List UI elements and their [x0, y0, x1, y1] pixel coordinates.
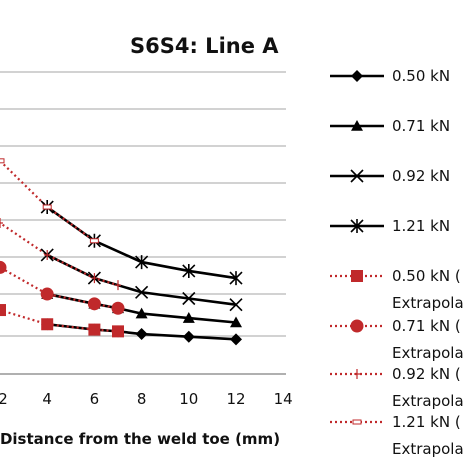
series-point-2: [182, 291, 196, 306]
series-point-6: [91, 273, 98, 284]
legend-label-continued: Extrapola: [392, 294, 464, 312]
x-tick-label: 4: [42, 390, 52, 408]
x-tick-label: 2: [0, 390, 8, 408]
x-tick-label: 12: [226, 390, 245, 408]
legend-item-7: 1.21 kN ( Extrapola: [330, 413, 464, 458]
legend-marker: [350, 319, 364, 333]
series-line-0: [47, 322, 237, 341]
x-axis-label: Distance from the weld toe (mm): [0, 430, 280, 448]
legend-label: 1.21 kN: [392, 217, 450, 235]
series-point-5: [111, 301, 125, 315]
legend-item-6: 0.92 kN ( Extrapola: [330, 365, 464, 410]
series-point-5: [87, 297, 101, 311]
series-point-2: [229, 298, 243, 312]
series-point-6: [0, 218, 3, 228]
series-markers: [0, 158, 243, 346]
legend-item-2: 0.92 kN: [330, 167, 450, 185]
x-tick-label: 8: [137, 390, 147, 408]
series-point-4: [0, 304, 6, 317]
series-point-4: [41, 318, 54, 331]
legend-label-continued: Extrapola: [392, 392, 464, 410]
series-point-7: [42, 204, 52, 210]
series-point-3: [182, 263, 196, 278]
legend-marker: [350, 169, 364, 183]
series-point-0: [230, 333, 242, 346]
legend: 0.50 kN 0.71 kN 0.92 kN 1.21 kN 0.50 kN ( Ext…: [330, 67, 464, 458]
series-line-7: [0, 159, 96, 242]
legend-label-continued: Extrapola: [392, 440, 464, 458]
legend-item-0: 0.50 kN: [330, 67, 450, 85]
legend-label-continued: Extrapola: [392, 344, 464, 362]
series-point-4: [112, 325, 124, 338]
series-point-5: [40, 287, 54, 301]
series-point-5: [0, 260, 7, 274]
legend-label: 0.50 kN: [392, 67, 450, 85]
series-point-7: [89, 238, 99, 244]
series-line-6: [0, 221, 119, 287]
series-point-0: [135, 328, 148, 341]
series-point-7: [0, 158, 5, 164]
chart-title: S6S4: Line A: [130, 34, 279, 58]
legend-marker: [351, 120, 363, 131]
series-point-6: [115, 280, 121, 291]
x-axis-ticks: 2 4 6 8 10 12 14: [0, 390, 293, 408]
series-point-3: [135, 255, 149, 270]
series-point-6: [44, 249, 51, 260]
legend-label: 0.92 kN: [392, 167, 450, 185]
legend-label: 0.71 kN: [392, 117, 450, 135]
legend-label: 0.71 kN (: [392, 317, 461, 335]
series-point-4: [88, 323, 101, 336]
legend-marker: [350, 219, 364, 233]
legend-item-5: 0.71 kN ( Extrapola: [330, 317, 464, 362]
series-line-1: [46, 292, 237, 324]
legend-marker: [351, 70, 363, 82]
legend-marker: [351, 270, 363, 282]
series-point-3: [229, 271, 243, 286]
legend-item-3: 1.21 kN: [330, 217, 450, 235]
x-tick-label: 6: [90, 390, 100, 408]
legend-label: 0.92 kN (: [392, 365, 461, 383]
series-point-2: [135, 285, 149, 299]
x-tick-label: 10: [179, 390, 198, 408]
legend-marker: [352, 419, 362, 425]
legend-label: 1.21 kN (: [392, 413, 461, 431]
legend-marker: [354, 369, 360, 379]
legend-item-4: 0.50 kN ( Extrapola: [330, 267, 464, 312]
series-point-0: [182, 330, 195, 343]
legend-label: 0.50 kN (: [392, 267, 461, 285]
series-point-1: [135, 307, 148, 319]
series-point-1: [182, 312, 195, 323]
series-point-1: [230, 316, 242, 328]
x-tick-label: 14: [274, 390, 293, 408]
legend-item-1: 0.71 kN: [330, 117, 450, 135]
